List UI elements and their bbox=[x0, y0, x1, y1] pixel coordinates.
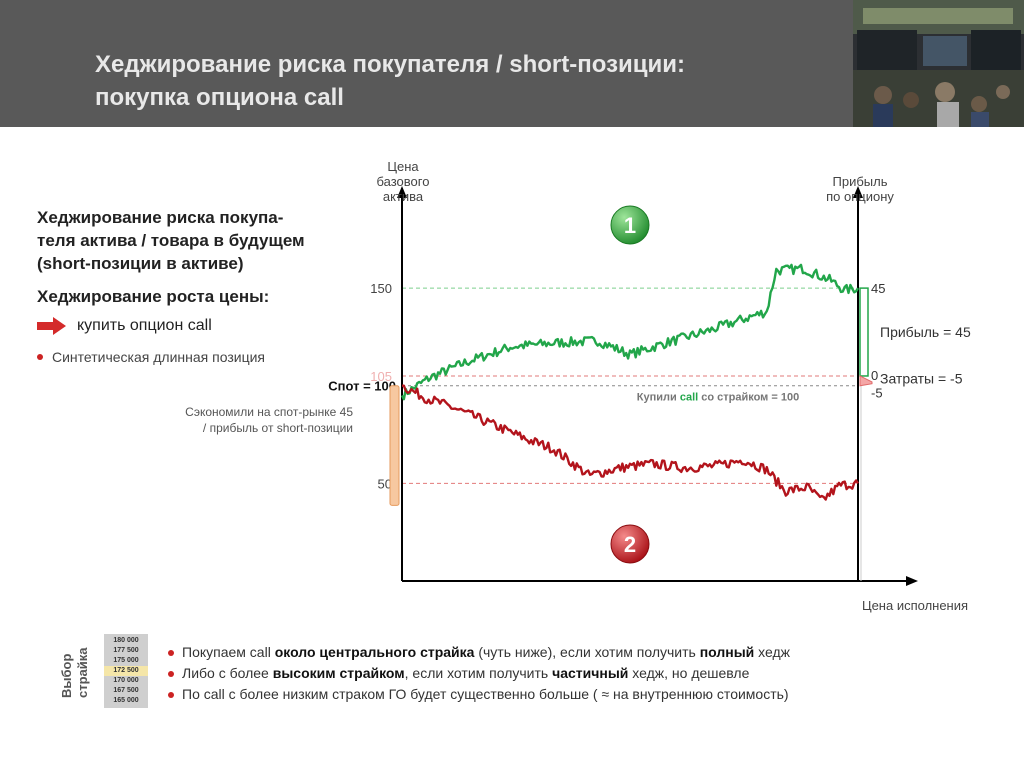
strike-table-row: 167 500 bbox=[113, 687, 139, 694]
strike-table-row: 172 500 bbox=[104, 666, 148, 676]
y-axis-arrow-icon bbox=[397, 186, 407, 198]
strike-choice-label-line-1: Выбор bbox=[59, 653, 74, 698]
note-text: Покупаем call около центрального страйка… bbox=[182, 644, 791, 660]
hedge-heading-line-1: Хеджирование риска покупа- bbox=[37, 208, 284, 227]
note-text: По call с более низким страком ГО будет … bbox=[182, 686, 789, 702]
profit-brace bbox=[859, 287, 869, 377]
right-axis-label: Прибыль bbox=[833, 174, 888, 189]
bullet-dot-icon bbox=[168, 691, 174, 698]
slide-title: Хеджирование риска покупателя / short-по… bbox=[95, 48, 835, 114]
synthetic-bullet: Синтетическая длинная позиция bbox=[37, 349, 265, 365]
savings-note: / прибыль от short-позиции bbox=[203, 421, 353, 435]
note-text: Либо с более высоким страйком, если хоти… bbox=[182, 665, 750, 681]
synthetic-bullet-text: Синтетическая длинная позиция bbox=[52, 349, 265, 365]
savings-brace bbox=[389, 385, 400, 506]
strike-choice-label: Выбор страйка bbox=[59, 640, 99, 712]
x-axis-arrow-icon bbox=[906, 576, 918, 586]
red-price-line bbox=[402, 384, 860, 501]
hedge-heading: Хеджирование риска покупа- теля актива /… bbox=[37, 206, 367, 275]
right-axis-arrow-icon bbox=[853, 186, 863, 198]
hedge-subheading: Хеджирование роста цены: bbox=[37, 287, 270, 306]
strike-table-row: 180 000 bbox=[113, 637, 139, 644]
bought-call-label: Купили call со страйком = 100 bbox=[637, 392, 799, 404]
title-line-1: Хеджирование риска покупателя / short-по… bbox=[95, 51, 686, 78]
y-tick-label: 105 bbox=[370, 369, 392, 384]
strike-choice-label-line-2: страйка bbox=[75, 647, 90, 699]
action-row: купить опцион call bbox=[37, 314, 212, 338]
scenario-1-label: 1 bbox=[624, 213, 636, 238]
cost-label: Затраты = -5 bbox=[880, 371, 963, 387]
cost-brace bbox=[859, 375, 873, 387]
savings-note: Сэкономили на спот-рынке 45 bbox=[185, 405, 353, 419]
scenario-2-badge bbox=[610, 524, 650, 564]
bullet-dot-icon bbox=[37, 354, 43, 360]
y-axis-label: базового bbox=[377, 174, 430, 189]
strike-table-row: 175 000 bbox=[113, 657, 139, 664]
strike-table: 180 000 177 500 175 000 172 500 170 000 167 5… bbox=[104, 634, 148, 708]
strike-table-row: 170 000 bbox=[113, 677, 139, 684]
bullet-dot-icon bbox=[168, 670, 174, 677]
scenario-1-badge bbox=[610, 205, 650, 245]
y-axis-label: Цена bbox=[387, 159, 419, 174]
note-item: Либо с более высоким страйком, если хоти… bbox=[168, 663, 968, 684]
stock-exchange-photo bbox=[853, 0, 1024, 127]
x-axis-label: Цена исполнения bbox=[862, 598, 968, 613]
title-line-2: покупка опциона call bbox=[95, 84, 344, 111]
y-tick-label: 50 bbox=[378, 476, 392, 491]
notes-list: Покупаем call около центрального страйка… bbox=[168, 642, 968, 705]
strike-table-row: 177 500 bbox=[113, 647, 139, 654]
profit-label: Прибыль = 45 bbox=[880, 324, 971, 340]
right-value-45: 45 bbox=[871, 281, 885, 296]
y-axis-label: актива bbox=[383, 189, 424, 204]
red-arrow-icon bbox=[37, 317, 66, 335]
spot-label: Спот = 100 bbox=[328, 379, 396, 394]
action-text: купить опцион call bbox=[77, 317, 212, 334]
green-price-line bbox=[400, 263, 860, 401]
trading-floor-image bbox=[853, 0, 1024, 127]
hedge-heading-line-2: теля актива / товара в будущем bbox=[37, 231, 305, 250]
right-axis-label: по опциону bbox=[826, 189, 894, 204]
note-item: По call с более низким страком ГО будет … bbox=[168, 684, 968, 705]
bullet-dot-icon bbox=[168, 649, 174, 656]
note-item: Покупаем call около центрального страйка… bbox=[168, 642, 968, 663]
hedge-heading-line-3: (short-позиции в активе) bbox=[37, 254, 244, 273]
scenario-2-label: 2 bbox=[624, 532, 636, 557]
right-value-minus5: -5 bbox=[871, 386, 883, 401]
right-value-0: 0 bbox=[871, 368, 878, 383]
strike-table-row: 165 000 bbox=[113, 697, 139, 704]
y-tick-label: 150 bbox=[370, 281, 392, 296]
